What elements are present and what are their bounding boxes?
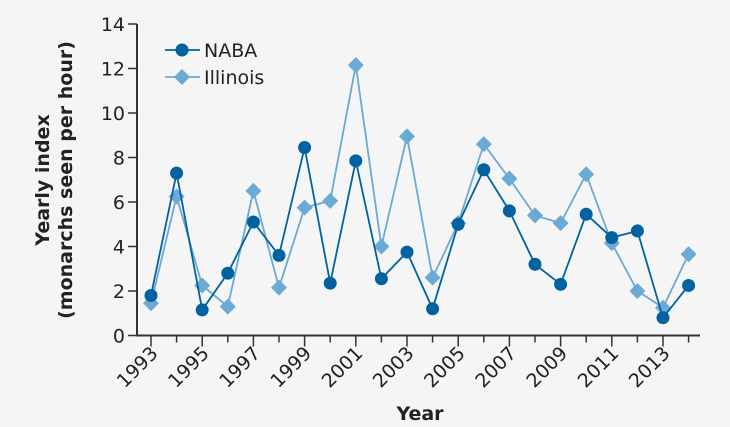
data-point-illinois: [271, 279, 287, 296]
data-point-naba: [477, 163, 491, 177]
data-point-naba: [451, 217, 465, 231]
data-point-illinois: [680, 246, 697, 263]
x-tick-label: 2003: [369, 342, 419, 392]
x-tick-label: 1999: [266, 342, 316, 392]
data-point-naba: [605, 231, 619, 245]
data-point-illinois: [629, 283, 646, 299]
data-point-naba: [272, 248, 286, 262]
data-point-naba: [426, 302, 440, 316]
data-point-naba: [528, 257, 542, 271]
legend-marker-circle: [175, 43, 189, 57]
legend-marker-diamond: [174, 69, 190, 85]
y-tick-label: 14: [101, 14, 125, 36]
data-point-naba: [349, 154, 363, 168]
x-tick-label: 1995: [164, 342, 214, 392]
data-point-illinois: [296, 199, 313, 216]
x-tick-label: 1993: [113, 342, 163, 392]
data-point-naba: [246, 215, 260, 229]
data-point-naba: [144, 288, 158, 302]
data-point-naba: [298, 140, 312, 154]
data-point-naba: [323, 276, 337, 290]
y-axis-title: Yearly index: [32, 114, 54, 246]
data-point-naba: [400, 245, 414, 259]
x-tick-label: 2007: [471, 342, 521, 392]
data-point-illinois: [373, 238, 390, 255]
data-point-illinois: [322, 192, 339, 209]
y-tick-label: 6: [113, 192, 125, 214]
data-point-illinois: [552, 215, 569, 232]
y-ticks: 0 2 4 6 8 10 12 14: [101, 14, 137, 348]
data-point-illinois: [399, 128, 415, 145]
data-point-naba: [554, 277, 568, 291]
legend-label: Illinois: [204, 67, 264, 89]
y-tick-label: 4: [113, 237, 125, 259]
x-tick-label: 1997: [215, 342, 265, 392]
x-tick-label: 2011: [574, 342, 624, 392]
x-axis-title: Year: [395, 403, 444, 425]
x-tick-label: 2009: [522, 342, 572, 392]
data-point-illinois: [219, 298, 236, 315]
y-tick-label: 10: [101, 103, 125, 125]
legend: NABA Illinois: [165, 40, 264, 89]
x-tick-label: 2001: [318, 342, 368, 392]
legend-item-illinois: Illinois: [165, 67, 264, 89]
x-tick-label: 2005: [420, 342, 470, 392]
data-point-naba: [195, 303, 209, 317]
data-point-illinois: [578, 166, 595, 183]
legend-item-naba: NABA: [165, 40, 257, 62]
series-line-naba: [150, 147, 690, 320]
y-tick-label: 12: [101, 59, 125, 81]
data-point-naba: [682, 278, 696, 292]
legend-label: NABA: [204, 40, 257, 62]
data-point-illinois: [527, 207, 543, 224]
data-point-illinois: [475, 136, 492, 153]
series-layer: [143, 57, 697, 325]
data-point-illinois: [424, 269, 441, 286]
y-tick-label: 2: [113, 281, 125, 303]
data-point-naba: [170, 166, 184, 180]
data-point-illinois: [245, 182, 262, 199]
data-point-naba: [656, 311, 670, 325]
axes: 0 2 4 6 8 10 12 14 1993 1995 1997 1999 2001 2003 2005…: [101, 14, 700, 392]
series-naba: [144, 140, 696, 325]
y-axis-subtitle: (monarchs seen per hour): [55, 41, 77, 319]
y-tick-label: 0: [113, 326, 125, 348]
x-tick-label: 2013: [625, 342, 675, 392]
x-ticks: 1993 1995 1997 1999 2001 2003 2005 2007 2009 2011…: [113, 335, 690, 392]
data-point-illinois: [347, 57, 364, 74]
data-point-naba: [374, 272, 388, 286]
data-point-naba: [630, 224, 644, 238]
data-point-illinois: [501, 170, 518, 187]
data-point-naba: [502, 204, 516, 218]
data-point-naba: [221, 266, 235, 280]
y-tick-label: 8: [113, 148, 125, 170]
data-point-naba: [579, 207, 593, 221]
